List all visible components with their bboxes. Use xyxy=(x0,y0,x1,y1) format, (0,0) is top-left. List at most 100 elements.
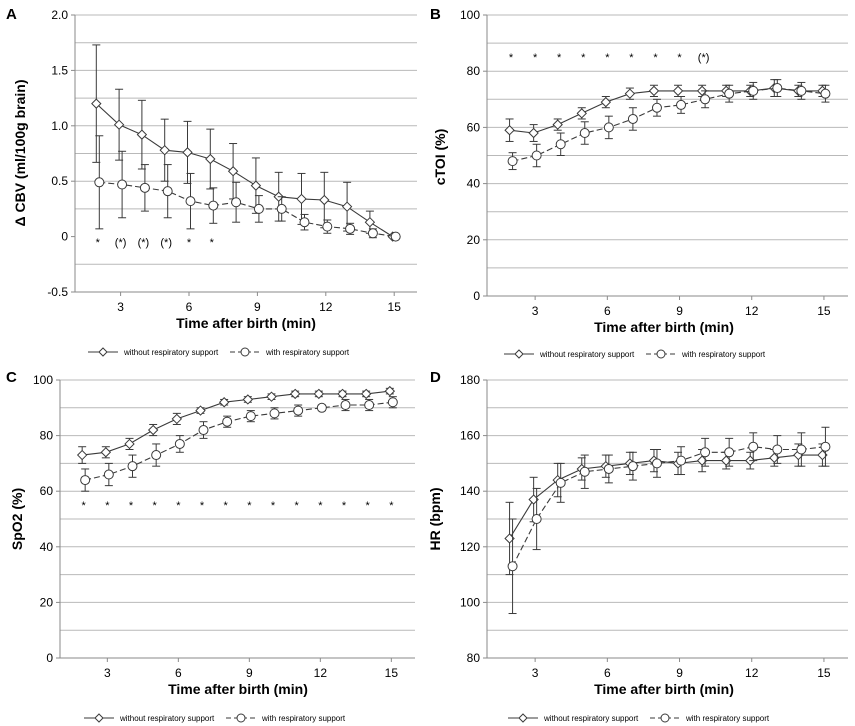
legend-label-with: with respiratory support xyxy=(265,348,350,357)
legend-label-with: with respiratory support xyxy=(681,350,766,359)
y-tick-label: 60 xyxy=(467,120,481,134)
significance-marker: * xyxy=(557,52,562,64)
y-tick-label: 100 xyxy=(33,373,53,387)
x-axis-label: Time after birth (min) xyxy=(168,681,308,697)
panel-b: B 0 20 40 60 80 100 3 6 9 12 15 * * * * * * * * (*) Time a… xyxy=(430,6,848,359)
data-point-without-support xyxy=(205,153,216,165)
data-point-with-support xyxy=(162,186,173,197)
legend-label-with: with respiratory support xyxy=(685,714,770,723)
data-point-with-support xyxy=(507,561,518,572)
axis-ticks: 80 100 120 140 160 180 3 6 9 12 15 xyxy=(460,373,831,680)
x-tick-label: 15 xyxy=(817,666,831,680)
data-point-without-support xyxy=(124,438,135,450)
axis-ticks: 0 20 40 60 80 100 3 6 9 12 15 xyxy=(33,373,398,680)
x-tick-label: 3 xyxy=(117,300,124,314)
significance-marker: * xyxy=(605,52,610,64)
data-point-with-support xyxy=(316,402,327,413)
data-point-without-support xyxy=(227,166,239,177)
data-point-without-support xyxy=(113,119,125,130)
significance-marker: * xyxy=(129,500,134,512)
y-tick-label: -0.5 xyxy=(47,285,68,299)
data-point-without-support xyxy=(672,85,684,97)
grid xyxy=(60,379,415,631)
legend-label-without: without respiratory support xyxy=(539,350,635,359)
significance-marker: * xyxy=(187,237,192,249)
significance-marker: * xyxy=(342,500,347,512)
significance-marker: * xyxy=(629,52,634,64)
data-point-with-support xyxy=(772,444,783,455)
data-point-without-support xyxy=(360,388,372,400)
significance-marker: * xyxy=(200,500,205,512)
data-point-without-support xyxy=(195,405,206,416)
y-tick-label: 40 xyxy=(40,540,54,554)
data-point-with-support xyxy=(80,475,91,486)
y-tick-label: 20 xyxy=(467,233,481,247)
significance-layer: * (*) (*) (*) * * xyxy=(96,237,215,249)
y-tick-label: 40 xyxy=(467,177,481,191)
data-point-without-support xyxy=(648,85,660,97)
y-tick-label: 20 xyxy=(40,595,54,609)
data-point-with-support xyxy=(651,102,662,113)
grid xyxy=(75,14,417,265)
data-point-with-support xyxy=(796,85,807,96)
x-tick-label: 6 xyxy=(604,304,611,318)
legend-diamond-marker xyxy=(518,713,528,723)
significance-marker: (*) xyxy=(698,52,710,64)
x-tick-label: 12 xyxy=(745,666,759,680)
x-tick-label: 9 xyxy=(676,304,683,318)
y-axis-label: cTOI (%) xyxy=(432,129,448,186)
significance-marker: * xyxy=(224,500,229,512)
data-point-without-support xyxy=(147,424,159,436)
data-point-without-support xyxy=(600,96,612,108)
data-point-with-support xyxy=(269,408,280,419)
data-point-without-support xyxy=(289,388,301,400)
y-tick-label: 100 xyxy=(460,595,480,609)
data-point-with-support xyxy=(724,447,735,458)
x-tick-label: 6 xyxy=(186,300,193,314)
data-point-with-support xyxy=(340,400,351,411)
significance-marker: (*) xyxy=(115,237,127,249)
x-tick-label: 15 xyxy=(385,666,399,680)
data-point-with-support xyxy=(299,217,310,228)
legend-diamond-marker xyxy=(94,713,104,723)
data-point-with-support xyxy=(151,450,162,461)
panel-letter: A xyxy=(6,6,17,23)
panel-letter: D xyxy=(430,369,441,386)
significance-marker: * xyxy=(581,52,586,64)
series-line-with-support xyxy=(512,446,826,567)
data-point-without-support xyxy=(182,147,193,158)
data-point-without-support xyxy=(100,447,112,458)
y-tick-label: 100 xyxy=(460,8,480,22)
grid xyxy=(487,379,848,631)
data-point-with-support xyxy=(507,156,518,167)
x-tick-label: 12 xyxy=(745,304,759,318)
legend-circle-marker xyxy=(656,349,666,359)
data-point-without-support xyxy=(319,194,330,206)
grid xyxy=(487,14,848,269)
legend: without respiratory support with respira… xyxy=(508,713,770,723)
legend: without respiratory support with respira… xyxy=(88,347,350,357)
significance-marker: * xyxy=(271,500,276,512)
x-tick-label: 6 xyxy=(175,666,182,680)
y-tick-label: 2.0 xyxy=(51,8,68,22)
x-tick-label: 15 xyxy=(817,304,831,318)
legend-label-with: with respiratory support xyxy=(261,714,346,723)
data-point-without-support xyxy=(552,119,563,130)
significance-marker: * xyxy=(366,500,371,512)
data-point-with-support xyxy=(103,469,114,480)
data-point-with-support xyxy=(293,405,304,416)
legend-circle-marker xyxy=(660,713,670,723)
y-tick-label: 60 xyxy=(40,484,54,498)
data-point-without-support xyxy=(136,129,148,140)
y-tick-label: 120 xyxy=(460,540,480,554)
data-point-with-support xyxy=(627,461,638,472)
data-point-with-support xyxy=(579,128,590,139)
significance-marker: * xyxy=(653,52,658,64)
data-point-without-support xyxy=(341,201,353,212)
data-point-with-support xyxy=(198,425,209,436)
panel-c: C 0 20 40 60 80 100 3 6 9 12 15 * * * * * * * * * * * * * * Tim… xyxy=(6,369,415,723)
data-point-with-support xyxy=(531,514,542,524)
x-tick-label: 9 xyxy=(676,666,683,680)
data-point-with-support xyxy=(555,477,566,488)
data-point-with-support xyxy=(367,228,378,239)
